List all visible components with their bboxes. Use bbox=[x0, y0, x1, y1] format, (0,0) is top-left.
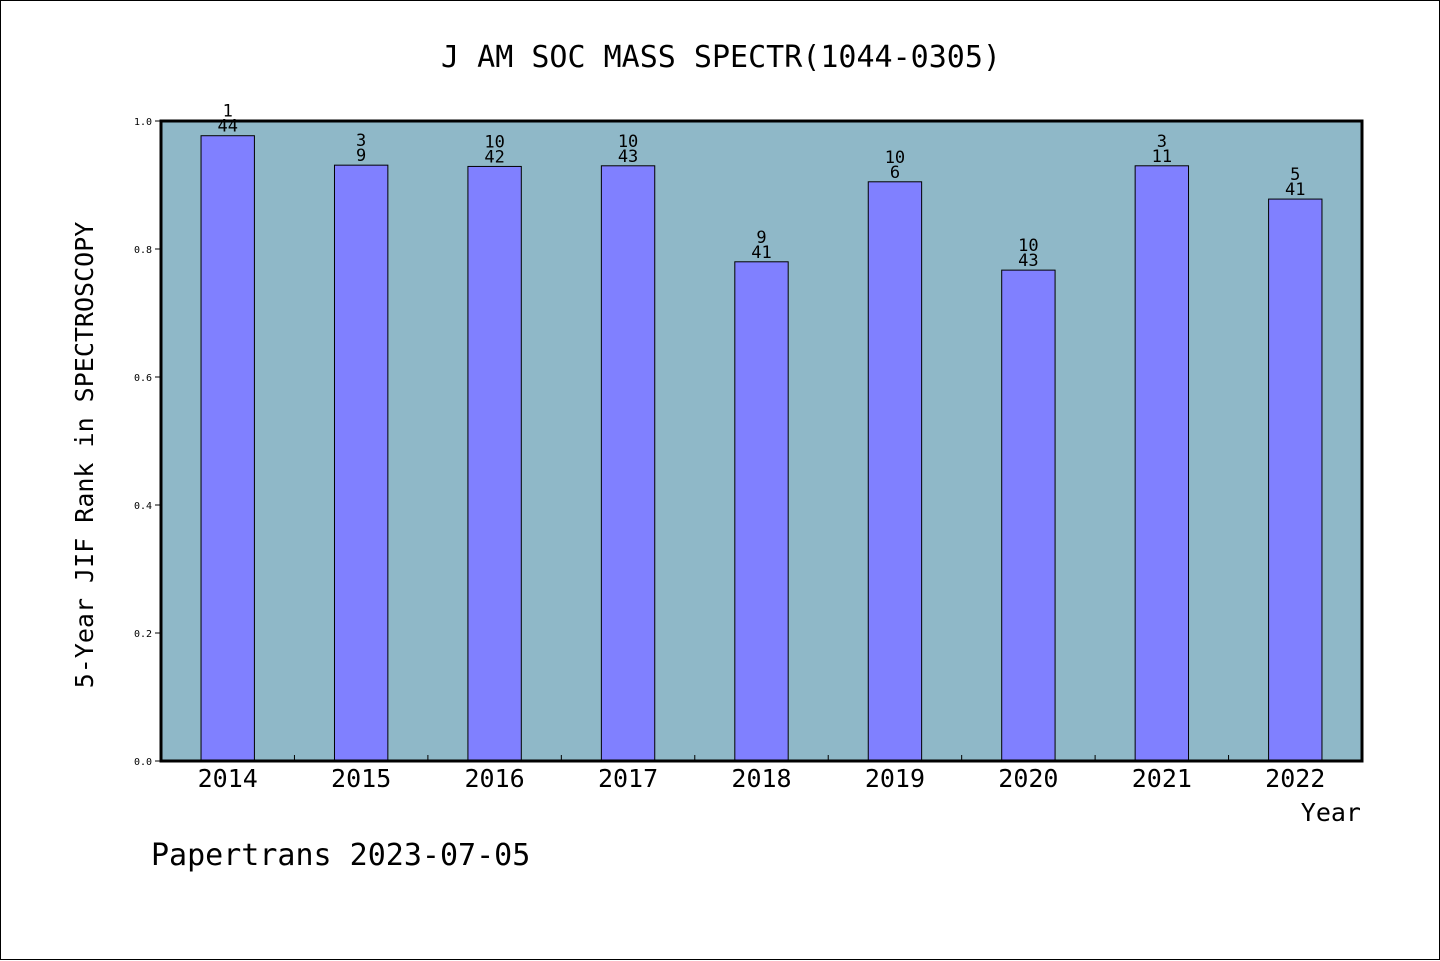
y-axis-label: 5-Year JIF Rank in SPECTROSCOPY bbox=[70, 222, 99, 689]
x-axis: 2014 2015 2016 2017 2018 2019 2020 2021 2022 bbox=[198, 755, 1325, 793]
bars bbox=[200, 135, 1323, 762]
y-tick-label: 0.4 bbox=[134, 501, 152, 512]
x-tick-label: 2022 bbox=[1265, 764, 1325, 793]
bar-rank-label: 10 bbox=[484, 132, 504, 152]
x-tick-label: 2020 bbox=[998, 764, 1058, 793]
x-tick-label: 2018 bbox=[731, 764, 791, 793]
bar bbox=[1134, 165, 1190, 762]
bar-rank-label: 10 bbox=[885, 148, 905, 168]
bar bbox=[200, 135, 255, 762]
y-tick-label: 0.2 bbox=[134, 629, 152, 640]
bar-rank-label: 1 bbox=[223, 102, 233, 122]
bar-total-label: 41 bbox=[751, 243, 771, 263]
y-tick-label: 0.8 bbox=[134, 245, 152, 256]
x-tick-label: 2015 bbox=[331, 764, 391, 793]
bar bbox=[600, 165, 656, 762]
bar bbox=[1001, 269, 1056, 762]
bar-total-label: 43 bbox=[1018, 251, 1038, 271]
x-axis-label: Year bbox=[1301, 798, 1361, 827]
bar bbox=[867, 181, 923, 762]
bar bbox=[734, 261, 789, 762]
x-tick-label: 2017 bbox=[598, 764, 658, 793]
y-tick-label: 0.6 bbox=[134, 373, 152, 384]
bar-total-label: 41 bbox=[1285, 180, 1305, 200]
chart-title: J AM SOC MASS SPECTR(1044-0305) bbox=[441, 40, 1001, 75]
bar-rank-label: 5 bbox=[1290, 165, 1300, 185]
bar bbox=[333, 164, 389, 762]
bar-rank-label: 9 bbox=[756, 228, 766, 248]
bar-total-label: 6 bbox=[890, 163, 900, 183]
x-tick-label: 2014 bbox=[198, 764, 258, 793]
bar-total-label: 11 bbox=[1152, 147, 1172, 167]
bar-total-label: 43 bbox=[618, 147, 638, 167]
y-axis: 0.0 0.2 0.4 0.6 0.8 1.0 bbox=[134, 117, 161, 768]
bar-rank-label: 3 bbox=[1157, 132, 1167, 152]
y-tick-label: 0.0 bbox=[134, 757, 152, 768]
x-tick-label: 2016 bbox=[465, 764, 525, 793]
bar-rank-label: 3 bbox=[356, 131, 366, 151]
bar bbox=[467, 165, 522, 762]
footer-text: Papertrans 2023-07-05 bbox=[151, 838, 530, 873]
x-tick-label: 2021 bbox=[1132, 764, 1192, 793]
y-tick-label: 1.0 bbox=[134, 117, 152, 128]
bar-total-label: 42 bbox=[484, 147, 504, 167]
bar-rank-label: 10 bbox=[1018, 236, 1038, 256]
plot-frame bbox=[159, 119, 1364, 763]
x-tick-label: 2019 bbox=[865, 764, 925, 793]
bar bbox=[1268, 198, 1323, 762]
bar-rank-label: 10 bbox=[618, 132, 638, 152]
bar-total-label: 9 bbox=[356, 146, 366, 166]
